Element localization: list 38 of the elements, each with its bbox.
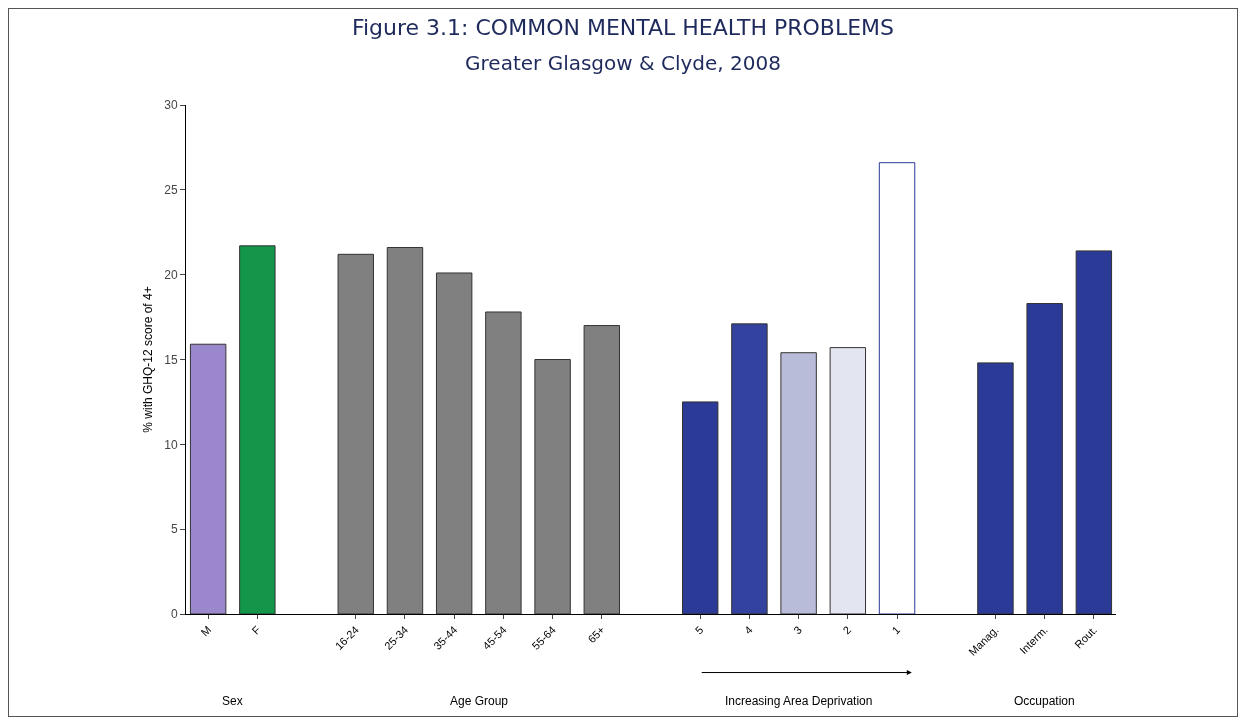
y-tick-label: 20 (164, 267, 178, 282)
text: Increasing Area Deprivation (725, 694, 873, 708)
text: Sex (222, 694, 243, 708)
x-tick-label: M (198, 623, 214, 639)
y-tick-label: 15 (164, 352, 178, 367)
x-tick-label: 5 (692, 623, 706, 637)
chart-subtitle: Greater Glasgow & Clyde, 2008 (464, 51, 782, 75)
bar (435, 272, 473, 614)
y-tick-label: 5 (170, 522, 178, 537)
y-tick-label: 25 (164, 183, 178, 198)
x-tick-label: 2 (840, 623, 854, 637)
bar (1075, 250, 1113, 614)
y-axis-title: % with GHQ-12 score of 4+ (141, 286, 155, 433)
x-tick-label: F (249, 623, 263, 637)
y-tick-label: 0 (170, 607, 178, 622)
x-tick-label: 1 (889, 623, 903, 637)
x-tick-label: 4 (741, 623, 755, 637)
x-tick-label: 65+ (585, 623, 608, 646)
chart-title: Figure 3.1: COMMON MENTAL HEALTH PROBLEMS (350, 15, 896, 40)
bar (386, 247, 424, 614)
bar (731, 323, 768, 614)
bar (583, 325, 621, 614)
bar (239, 245, 276, 614)
bar (977, 362, 1014, 614)
bar (534, 359, 571, 614)
y-tick-label: 10 (164, 437, 178, 452)
bar (780, 352, 817, 614)
y-tick-label: 30 (164, 98, 178, 113)
bar (1026, 303, 1063, 614)
text: Age Group (450, 694, 509, 708)
text: Occupation (1014, 694, 1075, 708)
bar (878, 162, 916, 614)
bar (485, 311, 522, 614)
bar (829, 347, 867, 614)
bar (681, 401, 719, 614)
x-tick-label: 3 (791, 623, 804, 637)
bar (189, 343, 227, 614)
bar (337, 253, 374, 614)
